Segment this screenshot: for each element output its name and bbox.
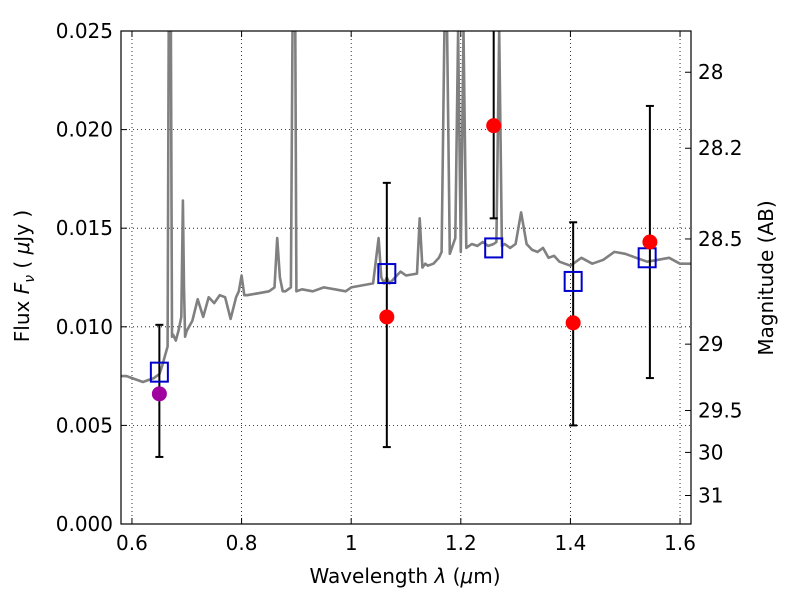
right-tick-label: 29.5 — [698, 399, 743, 423]
right-tick-label: 28.5 — [698, 227, 743, 251]
x-tick-label: 0.8 — [226, 531, 258, 555]
right-axis: 28 28.2 28.5 29 29.5 30 31 — [685, 60, 743, 507]
model-box-marker — [484, 237, 504, 259]
right-axis-title: Magnitude (AB) — [754, 200, 778, 355]
y-tick-label: 0.015 — [56, 216, 113, 240]
observed-point — [565, 315, 581, 331]
x-axis: 0.6 0.8 1 1.2 1.4 1.6 — [116, 31, 696, 555]
right-tick-label: 28.2 — [698, 136, 743, 160]
x-tick-label: 1 — [345, 531, 358, 555]
right-tick-label: 28 — [698, 60, 723, 84]
x-axis-title: Wavelength λ (μm) — [309, 564, 500, 588]
observed-point — [151, 386, 167, 402]
x-tick-label: 1.2 — [445, 531, 477, 555]
plot-area — [121, 31, 691, 458]
right-tick-label: 30 — [698, 440, 723, 464]
right-tick-label: 29 — [698, 332, 723, 356]
y-tick-label: 0.010 — [56, 315, 113, 339]
observed-point — [486, 118, 502, 134]
x-tick-label: 1.4 — [555, 531, 587, 555]
model-box-marker — [563, 270, 583, 292]
model-box-marker — [149, 361, 169, 383]
y-tick-label: 0.020 — [56, 118, 113, 142]
observed-point — [642, 234, 658, 250]
plot-frame — [120, 30, 692, 525]
right-tick-label: 31 — [698, 483, 723, 507]
y-tick-label: 0.000 — [56, 512, 113, 536]
y-tick-label: 0.005 — [56, 413, 113, 437]
y-tick-label: 0.025 — [56, 19, 113, 43]
y-axis: 0.000 0.005 0.010 0.015 0.020 0.025 — [56, 19, 127, 536]
x-tick-label: 1.6 — [664, 531, 696, 555]
model-box-marker — [377, 263, 397, 285]
y-axis-title: Flux Fν ( μJy ) — [10, 210, 38, 342]
spectrum-line — [121, 31, 691, 384]
x-tick-label: 0.6 — [116, 531, 148, 555]
observed-point — [379, 309, 395, 325]
